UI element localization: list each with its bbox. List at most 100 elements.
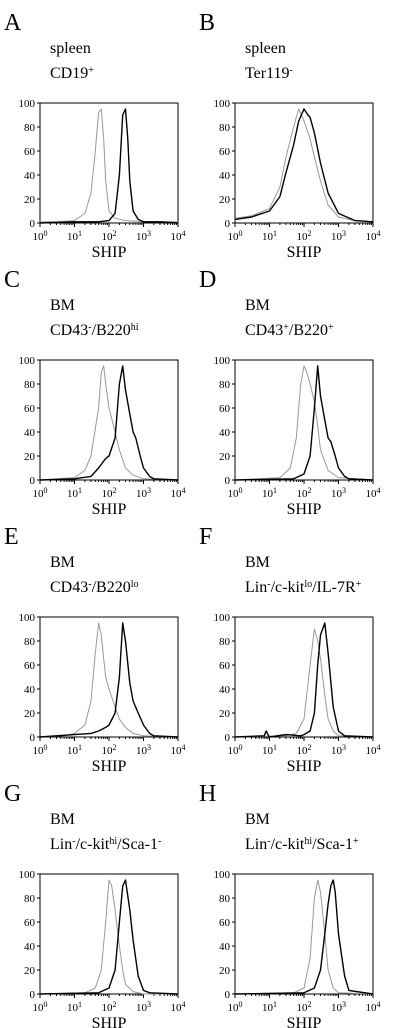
y-tick-label: 60 [24, 917, 36, 929]
x-tick-exponent: 4 [182, 486, 186, 495]
population-marker: Ter119 [245, 65, 290, 82]
plot-frame [39, 359, 179, 481]
x-axis-title: SHIP [287, 758, 322, 775]
population-superscript: + [283, 322, 289, 333]
x-tick-label: 100 [228, 743, 243, 758]
x-tick-label: 100 [228, 1000, 243, 1015]
x-tick-base: 10 [331, 745, 343, 757]
y-tick-label: 40 [24, 427, 36, 439]
y-tick-label: 100 [214, 869, 231, 881]
y-tick-label: 40 [24, 941, 36, 953]
ship-histogram-line [39, 365, 179, 481]
control-histogram-line [234, 365, 374, 481]
y-tick-label: 20 [24, 451, 36, 463]
x-tick-label: 102 [102, 743, 117, 758]
y-tick-label: 0 [30, 989, 36, 1001]
y-tick-label: 100 [214, 98, 231, 110]
y-tick-label: 60 [219, 917, 231, 929]
x-tick-base: 10 [102, 488, 114, 500]
x-tick-exponent: 3 [342, 486, 346, 495]
x-tick-exponent: 4 [182, 229, 186, 238]
x-tick-exponent: 0 [44, 1000, 48, 1009]
y-tick-label: 80 [219, 122, 231, 134]
x-tick-base: 10 [331, 1002, 343, 1014]
tissue-label: BM [50, 554, 75, 571]
x-tick-exponent: 1 [78, 486, 82, 495]
control-histogram-line [39, 365, 179, 481]
x-tick-exponent: 0 [44, 229, 48, 238]
y-tick-label: 80 [24, 893, 36, 905]
x-tick-label: 104 [366, 486, 381, 501]
y-tick-label: 100 [19, 612, 36, 624]
population-marker: Lin [50, 836, 72, 853]
x-axis-title: SHIP [92, 1015, 127, 1028]
x-axis-title: SHIP [92, 501, 127, 518]
x-tick-base: 10 [67, 231, 79, 243]
x-tick-exponent: 1 [273, 486, 277, 495]
population-superscript: - [88, 322, 91, 333]
y-tick-label: 60 [24, 403, 36, 415]
x-tick-label: 101 [67, 743, 82, 758]
x-tick-label: 102 [297, 743, 312, 758]
x-tick-label: 100 [33, 486, 48, 501]
population-superscript: - [158, 836, 161, 847]
x-tick-exponent: 4 [377, 743, 381, 752]
panel-letter: D [199, 267, 216, 293]
ship-histogram-line [234, 108, 374, 223]
y-tick-label: 80 [219, 893, 231, 905]
x-tick-base: 10 [228, 231, 240, 243]
x-tick-label: 103 [331, 1000, 346, 1015]
y-tick-label: 0 [225, 218, 231, 230]
population-label: CD43-/B220lo [50, 579, 138, 597]
y-tick-label: 100 [214, 355, 231, 367]
x-tick-exponent: 2 [308, 486, 312, 495]
population-superscript: + [356, 579, 362, 590]
x-tick-exponent: 2 [308, 1000, 312, 1009]
x-tick-exponent: 1 [78, 229, 82, 238]
x-tick-base: 10 [136, 231, 148, 243]
tissue-label: BM [50, 297, 75, 314]
x-tick-base: 10 [102, 745, 114, 757]
x-tick-label: 104 [366, 1000, 381, 1015]
population-marker: CD43 [50, 579, 88, 596]
population-superscript: - [267, 836, 270, 847]
y-tick-label: 40 [219, 684, 231, 696]
x-axis-title: SHIP [287, 1015, 322, 1028]
x-tick-base: 10 [262, 488, 274, 500]
tissue-label: BM [245, 554, 270, 571]
population-superscript: + [353, 836, 359, 847]
x-tick-label: 102 [297, 229, 312, 244]
x-tick-base: 10 [228, 745, 240, 757]
x-tick-base: 10 [262, 745, 274, 757]
x-tick-label: 101 [262, 486, 277, 501]
plot-frame [39, 616, 179, 738]
y-tick-label: 80 [219, 379, 231, 391]
x-tick-base: 10 [171, 745, 183, 757]
x-tick-exponent: 2 [113, 743, 117, 752]
y-tick-label: 100 [19, 355, 36, 367]
x-axis-title: SHIP [287, 244, 322, 261]
x-tick-label: 101 [67, 486, 82, 501]
population-marker: CD19 [50, 65, 88, 82]
y-tick-label: 100 [19, 98, 36, 110]
population-label: Lin-/c-kithi/Sca-1- [50, 836, 161, 854]
x-tick-base: 10 [228, 1002, 240, 1014]
x-tick-base: 10 [136, 1002, 148, 1014]
population-superscript: hi [131, 322, 139, 333]
x-axis-title: SHIP [92, 758, 127, 775]
y-tick-label: 0 [225, 475, 231, 487]
x-tick-exponent: 3 [342, 1000, 346, 1009]
population-superscript: - [72, 836, 75, 847]
x-tick-base: 10 [366, 488, 378, 500]
plot-frame [234, 873, 374, 995]
y-tick-label: 0 [225, 732, 231, 744]
x-tick-exponent: 4 [182, 1000, 186, 1009]
tissue-label: BM [245, 811, 270, 828]
x-tick-base: 10 [102, 1002, 114, 1014]
x-tick-label: 102 [102, 1000, 117, 1015]
x-tick-exponent: 0 [239, 743, 243, 752]
ship-histogram-line [234, 365, 374, 481]
population-superscript: hi [109, 836, 117, 847]
x-tick-base: 10 [297, 488, 309, 500]
